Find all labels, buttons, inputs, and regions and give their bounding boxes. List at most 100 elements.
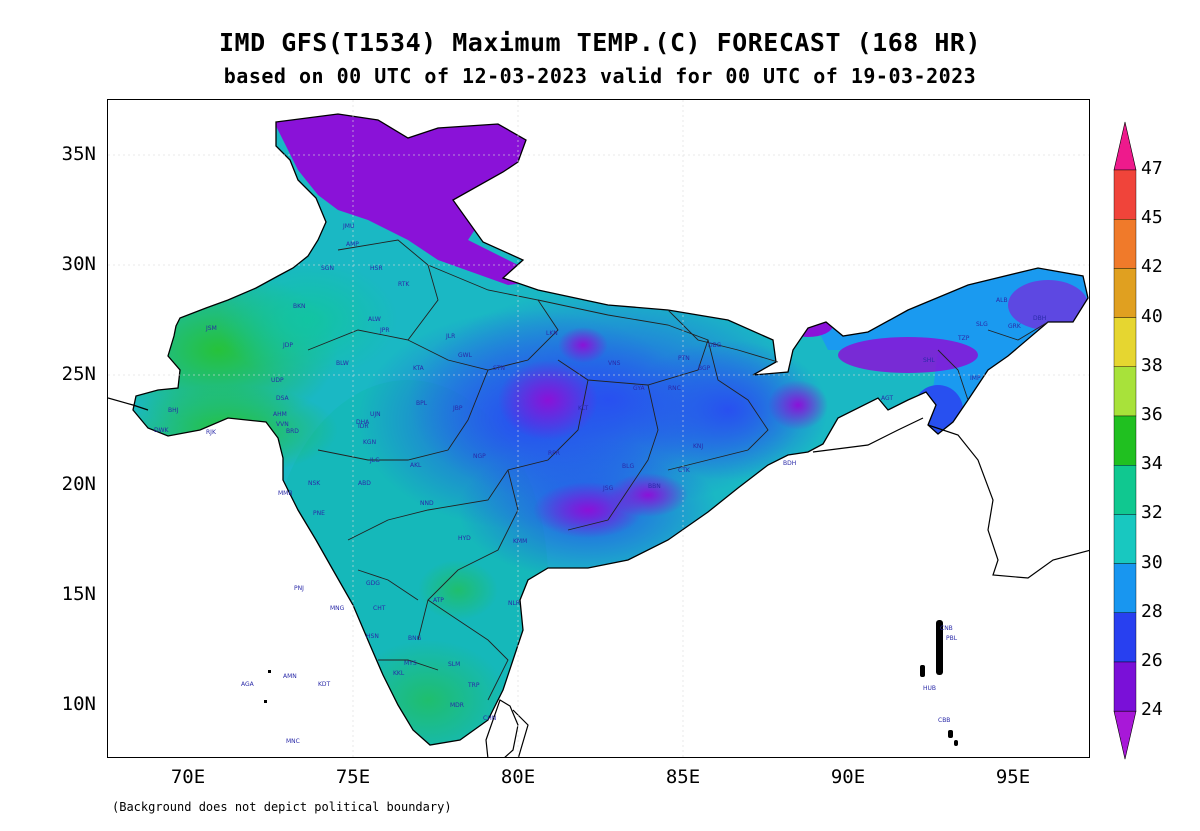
city-label: RJK: [206, 429, 217, 436]
colorbar-label: 34: [1141, 453, 1163, 475]
city-label: JLR: [445, 333, 455, 340]
city-label: KGN: [363, 439, 376, 446]
colorbar-band: [1113, 169, 1137, 220]
city-label: PBL: [946, 635, 958, 642]
colorbar-band: [1113, 268, 1137, 318]
city-label: JPR: [379, 327, 390, 334]
city-label: HYD: [458, 535, 471, 542]
city-label: SLG: [976, 321, 988, 328]
city-label: PNJ: [294, 585, 304, 592]
city-label: RNC: [668, 385, 681, 392]
map-title: IMD GFS(T1534) Maximum TEMP.(C) FORECAST…: [218, 28, 981, 57]
city-label: CNB: [940, 625, 953, 632]
city-label: HUB: [923, 685, 936, 692]
lat-label-25n: 25N: [61, 363, 96, 385]
city-label: JLG: [369, 457, 380, 464]
city-label: CBB: [938, 717, 950, 724]
city-label: UDP: [271, 377, 284, 384]
colorbar-band: [1113, 465, 1137, 515]
colorbar-band: [1113, 563, 1137, 614]
city-label: KNJ: [693, 443, 703, 450]
colorbar-top-arrow: [1113, 121, 1137, 171]
city-label: AGT: [881, 395, 893, 402]
city-label: IMP: [970, 375, 981, 382]
colorbar-label: 30: [1141, 551, 1163, 573]
city-label: MNG: [330, 605, 345, 612]
city-label: BHJ: [168, 407, 179, 414]
city-label: BNG: [408, 635, 422, 642]
city-label: BGP: [698, 365, 711, 372]
gridlines: [108, 100, 1089, 757]
city-label: PNE: [313, 510, 325, 517]
city-label: ALW: [368, 316, 381, 323]
city-label: STN: [493, 365, 505, 372]
andaman-islands: [264, 620, 958, 746]
city-label: SGN: [321, 265, 334, 272]
city-label: HSN: [366, 633, 379, 640]
city-label: NND: [420, 500, 434, 507]
footnote: (Background does not depict political bo…: [112, 800, 452, 814]
city-label: BLG: [622, 463, 634, 470]
city-label: SHL: [923, 357, 935, 364]
city-label: KMM: [513, 538, 527, 545]
city-label: NGP: [473, 453, 486, 460]
colorbar-band: [1113, 317, 1137, 368]
city-label: AGA: [241, 681, 255, 688]
city-label: BDH: [783, 460, 796, 467]
city-label: MYS: [404, 660, 417, 667]
city-label: CHN: [483, 715, 496, 722]
city-label: JSG: [602, 485, 614, 492]
india-temperature-map: JMU AMP SGN HSR RTK BKN JSM JDP JPR ALW KTA BLW GWL J…: [108, 100, 1089, 757]
colorbar-band: [1113, 415, 1137, 466]
city-labels: JMU AMP SGN HSR RTK BKN JSM JDP JPR ALW KTA BLW GWL J…: [154, 223, 1046, 745]
city-label: BPL: [416, 400, 428, 407]
city-label: HSR: [370, 265, 383, 272]
city-label: DHA: [356, 419, 370, 426]
city-label: JDP: [282, 342, 293, 349]
city-label: BRD: [286, 428, 299, 435]
lat-label-10n: 10N: [61, 693, 96, 715]
city-label: DSA: [276, 395, 290, 402]
colorbar-label: 36: [1141, 404, 1163, 425]
city-label: PTN: [678, 355, 690, 362]
lat-label-30n: 30N: [61, 253, 96, 275]
city-label: NSK: [308, 480, 321, 487]
city-label: AKL: [410, 462, 422, 469]
lat-label-35n: 35N: [61, 143, 96, 165]
city-label: AHM: [273, 411, 287, 418]
city-label: KLT: [578, 405, 588, 412]
city-label: MNC: [286, 738, 300, 745]
colorbar-band: [1113, 218, 1137, 269]
lat-label-15n: 15N: [61, 583, 96, 605]
colorbar-band: [1113, 661, 1137, 712]
lon-label-90e: 90E: [830, 766, 866, 788]
city-label: VVN: [276, 421, 289, 428]
colorbar-label: 38: [1141, 354, 1163, 376]
city-label: AMP: [346, 241, 359, 248]
city-label: GDG: [366, 580, 380, 587]
city-label: SLM: [448, 661, 460, 668]
temperature-colorbar: [1113, 121, 1137, 760]
city-label: KTA: [413, 365, 425, 372]
city-label: LKN: [546, 330, 558, 337]
lat-label-20n: 20N: [61, 473, 96, 495]
lon-label-70e: 70E: [170, 766, 206, 788]
city-label: UJN: [370, 411, 381, 418]
map-plot-area: JMU AMP SGN HSR RTK BKN JSM JDP JPR ALW KTA BLW GWL J…: [107, 99, 1090, 758]
colorbar-band: [1113, 366, 1137, 417]
city-label: GWL: [458, 352, 473, 359]
lon-label-80e: 80E: [500, 766, 536, 788]
city-label: JBP: [452, 405, 463, 412]
city-label: RTK: [398, 281, 410, 288]
city-label: MMB: [278, 490, 292, 497]
colorbar-bottom-arrow: [1113, 710, 1137, 760]
city-label: CTK: [678, 467, 691, 474]
colorbar-label: 32: [1141, 502, 1163, 524]
colorbar-label: 24: [1141, 699, 1163, 721]
city-label: JSM: [205, 325, 217, 332]
city-label: MDR: [450, 702, 464, 709]
city-label: AMN: [283, 673, 297, 680]
city-label: BLW: [336, 360, 349, 367]
colorbar-label: 42: [1141, 256, 1163, 278]
lon-label-75e: 75E: [335, 766, 371, 788]
